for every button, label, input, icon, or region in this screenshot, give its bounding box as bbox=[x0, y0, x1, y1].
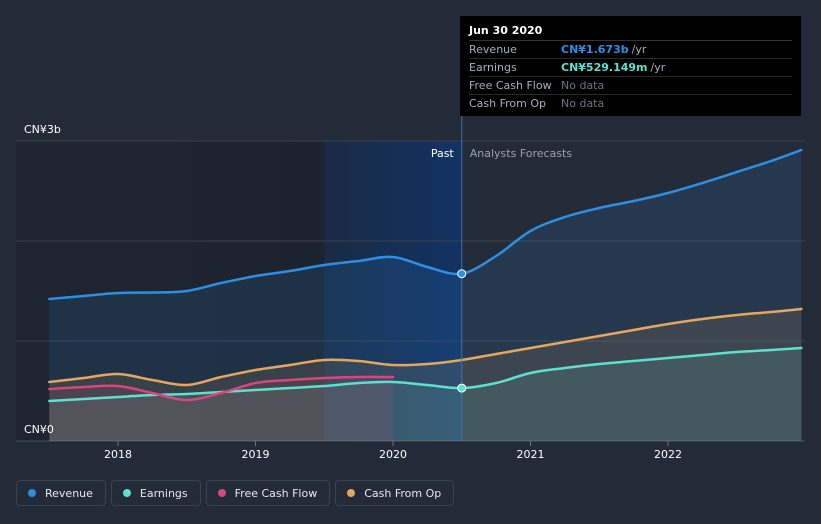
cash-from-op-line bbox=[48, 307, 803, 387]
x-tick-label: 2018 bbox=[104, 448, 132, 461]
legend-label: Revenue bbox=[45, 486, 93, 500]
tooltip-row-free-cash-flow: Free Cash Flow No data bbox=[469, 77, 792, 95]
cash-from-op-dot-icon bbox=[347, 489, 356, 497]
tooltip-label: Free Cash Flow bbox=[469, 79, 552, 92]
highlight-region bbox=[324, 141, 462, 441]
legend-item-earnings[interactable]: Earnings bbox=[110, 480, 201, 506]
gridlines bbox=[16, 140, 805, 442]
y-axis-bottom-label: CN¥0 bbox=[24, 423, 54, 436]
legend-item-cash-from-op[interactable]: Cash From Op bbox=[335, 480, 455, 506]
legend: Revenue Earnings Free Cash Flow Cash Fro… bbox=[16, 480, 455, 506]
tooltip-date: Jun 30 2020 bbox=[469, 22, 792, 41]
tooltip-label: Cash From Op bbox=[469, 97, 547, 110]
tooltip-row-earnings: Earnings CN¥529.149m /yr bbox=[469, 59, 792, 77]
markers bbox=[457, 269, 467, 393]
free-cash-flow-line bbox=[48, 375, 395, 402]
revenue-area bbox=[49, 150, 802, 441]
legend-label: Free Cash Flow bbox=[234, 486, 318, 500]
legend-item-free-cash-flow[interactable]: Free Cash Flow bbox=[205, 480, 331, 506]
tooltip-label: Revenue bbox=[469, 43, 517, 56]
revenue-line bbox=[48, 148, 803, 301]
tooltip-value: CN¥1.673b bbox=[561, 43, 629, 56]
x-tick-label: 2019 bbox=[242, 448, 270, 461]
x-tick-label: 2022 bbox=[654, 448, 682, 461]
earnings-marker bbox=[457, 383, 467, 393]
revenue-marker bbox=[457, 269, 467, 279]
tooltip-row-revenue: Revenue CN¥1.673b /yr bbox=[469, 41, 792, 59]
x-tick-label: 2021 bbox=[517, 448, 545, 461]
tooltip: Jun 30 2020 Revenue CN¥1.673b /yr Earnin… bbox=[460, 16, 801, 116]
tooltip-label: Earnings bbox=[469, 61, 517, 74]
tooltip-value: CN¥529.149m bbox=[561, 61, 648, 74]
earnings-area bbox=[49, 348, 802, 441]
y-axis-top-label: CN¥3b bbox=[24, 123, 61, 136]
tooltip-unit: /yr bbox=[631, 43, 647, 56]
free-cash-flow-dot-icon bbox=[217, 489, 226, 497]
tooltip-value: No data bbox=[561, 97, 605, 110]
legend-item-revenue[interactable]: Revenue bbox=[16, 480, 106, 506]
series-lines bbox=[48, 148, 803, 403]
cash-from-op-area bbox=[49, 309, 802, 441]
free-cash-flow-area bbox=[49, 376, 394, 441]
legend-label: Cash From Op bbox=[364, 486, 442, 500]
legend-label: Earnings bbox=[139, 486, 188, 500]
series-areas bbox=[49, 150, 802, 441]
tooltip-row-cash-from-op: Cash From Op No data bbox=[469, 95, 792, 112]
tooltip-unit: /yr bbox=[650, 61, 666, 74]
tooltip-value: No data bbox=[561, 79, 605, 92]
analysts-forecasts-label: Analysts Forecasts bbox=[470, 147, 573, 160]
earnings-dot-icon bbox=[122, 489, 131, 497]
earnings-line bbox=[48, 346, 803, 403]
past-label: Past bbox=[431, 147, 455, 160]
x-axis: 2018 2019 2020 2021 2022 bbox=[104, 441, 682, 461]
revenue-dot-icon bbox=[28, 489, 36, 497]
x-tick-label: 2020 bbox=[379, 448, 407, 461]
